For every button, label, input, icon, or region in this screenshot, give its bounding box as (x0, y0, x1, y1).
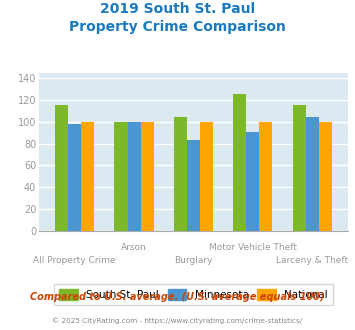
Bar (293, 105, 306, 231)
Bar (200, 122, 213, 231)
Bar (260, 122, 273, 231)
Text: Motor Vehicle Theft: Motor Vehicle Theft (209, 243, 297, 251)
Bar (114, 122, 127, 231)
Bar (141, 122, 154, 231)
Bar (68, 124, 81, 231)
Text: 2019 South St. Paul: 2019 South St. Paul (100, 2, 255, 16)
Bar (306, 117, 319, 231)
Bar (127, 122, 141, 231)
Legend: South St. Paul, Minnesota, National: South St. Paul, Minnesota, National (54, 284, 333, 305)
Text: Property Crime Comparison: Property Crime Comparison (69, 20, 286, 34)
Bar (319, 122, 332, 231)
Text: Arson: Arson (121, 243, 147, 251)
Bar (81, 122, 94, 231)
Bar (55, 105, 68, 231)
Text: © 2025 CityRating.com - https://www.cityrating.com/crime-statistics/: © 2025 CityRating.com - https://www.city… (53, 317, 302, 324)
Bar (174, 117, 187, 231)
Text: All Property Crime: All Property Crime (33, 256, 116, 265)
Text: Compared to U.S. average. (U.S. average equals 100): Compared to U.S. average. (U.S. average … (30, 292, 325, 302)
Bar (233, 94, 246, 231)
Text: Burglary: Burglary (174, 256, 213, 265)
Bar (187, 140, 200, 231)
Text: Larceny & Theft: Larceny & Theft (276, 256, 348, 265)
Bar (246, 132, 260, 231)
